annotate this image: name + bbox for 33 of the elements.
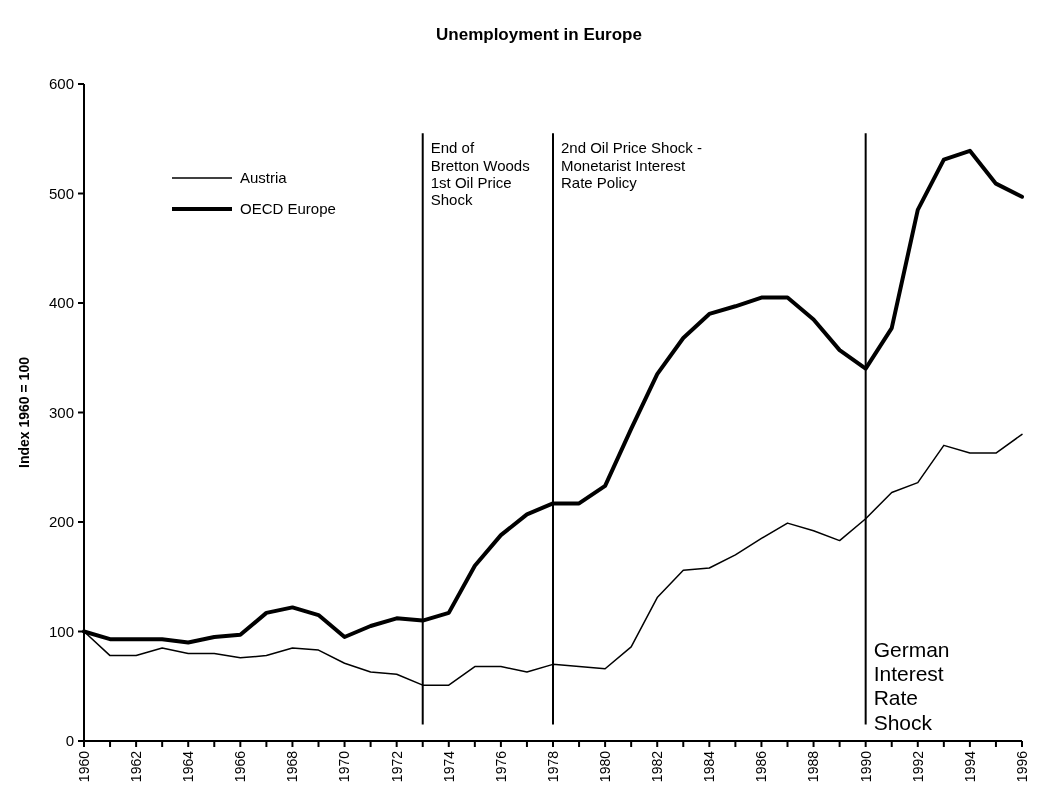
x-tick-label: 1984 bbox=[701, 750, 718, 783]
y-tick-label: 600 bbox=[48, 75, 74, 93]
ref-line-label: End of Bretton Woods 1st Oil Price Shock bbox=[430, 139, 530, 209]
x-tick-label: 1968 bbox=[284, 750, 301, 783]
x-tick-label: 1990 bbox=[857, 750, 874, 783]
ref-line-label: 2nd Oil Price Shock - Monetarist Interest Rate Policy bbox=[561, 139, 702, 191]
y-axis-title: Index 1960 = 100 bbox=[16, 356, 32, 468]
x-tick-label: 1996 bbox=[1013, 750, 1030, 783]
x-tick-label: 1976 bbox=[492, 750, 509, 783]
x-tick-label: 1964 bbox=[180, 750, 197, 783]
x-tick-label: 1970 bbox=[336, 750, 353, 783]
chart-title: Unemployment in Europe bbox=[436, 25, 642, 44]
x-tick-label: 1962 bbox=[128, 750, 145, 783]
x-tick-label: 1982 bbox=[649, 750, 666, 783]
ref-line-label: German Interest Rate Shock bbox=[873, 638, 950, 734]
x-tick-label: 1960 bbox=[75, 750, 92, 783]
y-tick-label: 200 bbox=[48, 513, 74, 531]
y-tick-label: 100 bbox=[48, 622, 74, 640]
y-tick-label: 500 bbox=[48, 184, 74, 202]
x-tick-label: 1974 bbox=[440, 750, 457, 783]
legend-label: Austria bbox=[240, 169, 288, 187]
x-tick-label: 1988 bbox=[805, 750, 822, 783]
x-tick-label: 1986 bbox=[753, 750, 770, 783]
x-tick-label: 1994 bbox=[961, 750, 978, 783]
x-tick-label: 1978 bbox=[544, 750, 561, 783]
y-tick-label: 0 bbox=[65, 732, 74, 750]
x-tick-label: 1992 bbox=[909, 750, 926, 783]
x-tick-label: 1980 bbox=[597, 750, 614, 783]
x-tick-label: 1966 bbox=[232, 750, 249, 783]
legend-label: OECD Europe bbox=[240, 200, 336, 218]
x-tick-label: 1972 bbox=[388, 750, 405, 783]
y-tick-label: 400 bbox=[48, 294, 74, 312]
y-tick-label: 300 bbox=[48, 403, 74, 421]
